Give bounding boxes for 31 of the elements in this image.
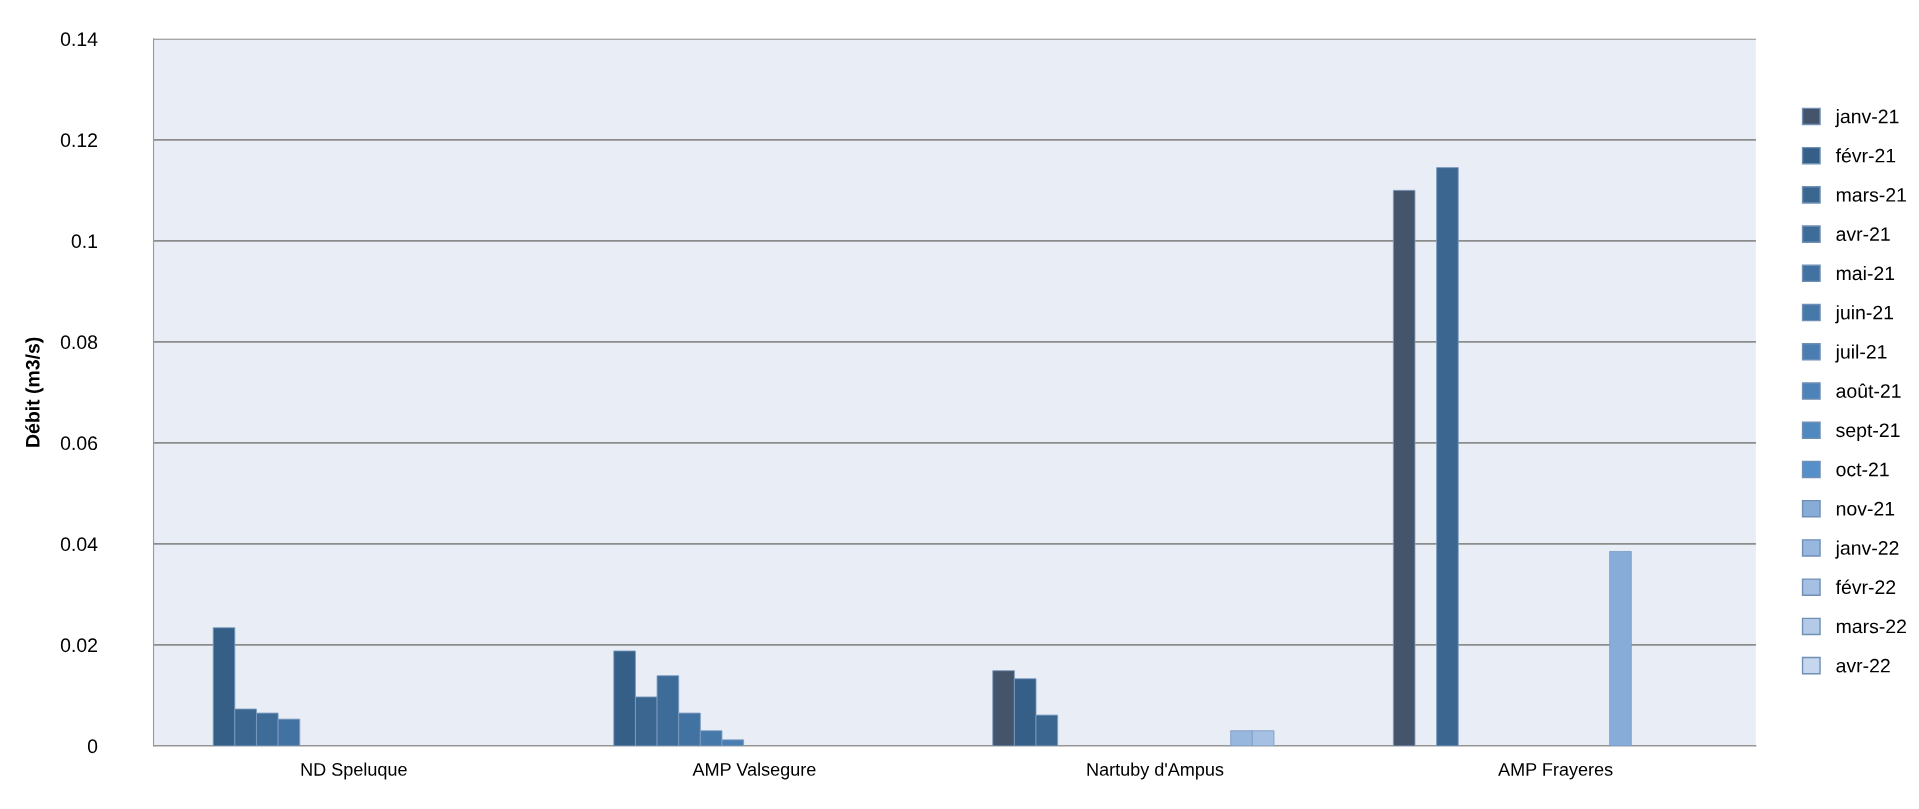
legend-label: avr-22 [1836, 658, 1890, 673]
legend-label: mars-21 [1836, 188, 1906, 202]
legend-label: juil-21 [1835, 344, 1887, 363]
legend-label: oct-21 [1836, 462, 1889, 477]
legend-label: janv-22 [1835, 540, 1899, 559]
legend-label: juin-21 [1835, 305, 1894, 324]
legend-label: mai-21 [1836, 265, 1895, 281]
y-tick-label: 0.08 [60, 335, 98, 350]
y-tick-label: 0.04 [60, 537, 98, 552]
y-axis-title: Débit (m3/s) [25, 337, 44, 447]
legend-label: févr-22 [1835, 579, 1896, 595]
y-tick-label: 0.12 [60, 133, 97, 148]
x-tick-label: ND Speluque [301, 762, 407, 780]
x-tick-label: Nartuby d'Ampus [1087, 762, 1224, 780]
legend-label: mars-22 [1836, 619, 1906, 634]
legend-label: nov-21 [1836, 501, 1895, 516]
legend-label: févr-21 [1835, 148, 1896, 163]
legend-label: sept-21 [1836, 423, 1900, 441]
x-tick-label: AMP Valsegure [692, 762, 816, 780]
bar [1392, 189, 1416, 746]
y-tick-label: 0 [87, 739, 98, 754]
bar [1436, 167, 1459, 746]
y-tick-label: 0.14 [60, 32, 98, 47]
legend-label: avr-21 [1836, 227, 1890, 242]
y-tick-label: 0.02 [60, 638, 97, 653]
x-tick-label: AMP Frayeres [1498, 763, 1613, 780]
legend-label: août-21 [1836, 383, 1901, 398]
y-tick-label: 0.06 [60, 436, 98, 451]
bar [1609, 551, 1632, 746]
legend-label: janv-21 [1835, 109, 1899, 128]
y-tick-label: 0.1 [71, 234, 98, 249]
